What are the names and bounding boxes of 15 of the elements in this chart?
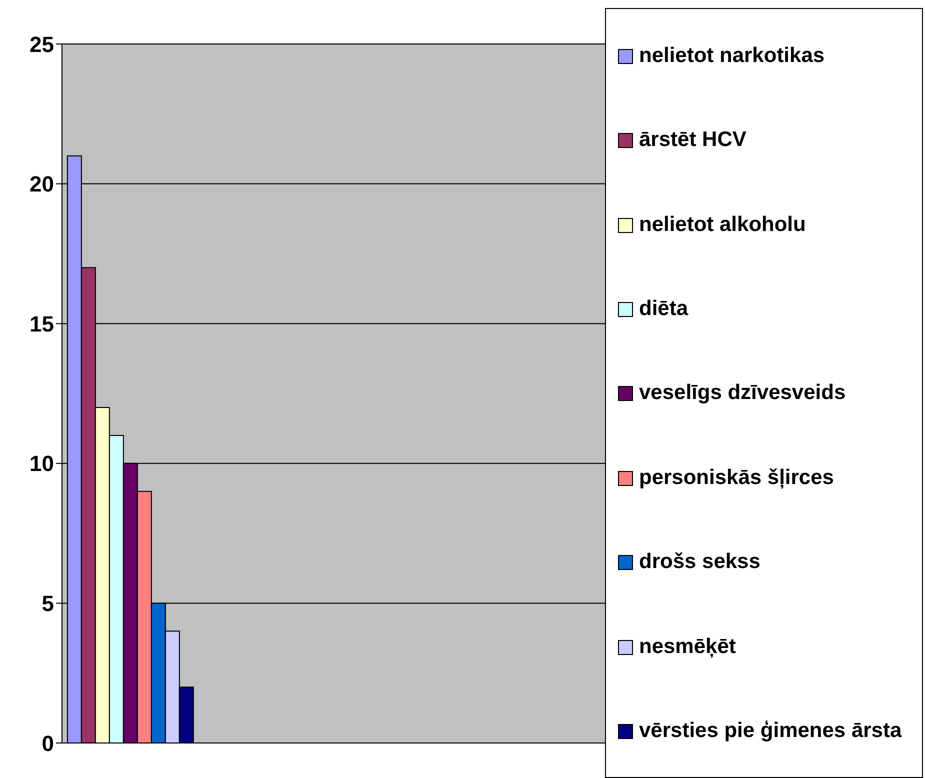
y-tick-label: 0: [42, 730, 54, 756]
legend-label: nesmēķēt: [639, 634, 736, 659]
legend-label: nelietot alkoholu: [639, 212, 806, 237]
y-tick-label: 15: [30, 311, 54, 336]
legend-label: drošs sekss: [639, 549, 760, 574]
y-tick-label: 5: [42, 591, 54, 616]
y-tick-label: 10: [30, 451, 54, 476]
legend-label: veselīgs dzīvesveids: [639, 380, 846, 406]
legend-label: nelietot narkotikas: [639, 42, 825, 68]
legend-label: personiskās šļirces: [639, 464, 834, 490]
legend-label: diēta: [639, 296, 688, 322]
legend-label: vērsties pie ģimenes ārsta: [639, 718, 902, 744]
y-tick-label: 20: [30, 172, 54, 197]
y-tick-label: 25: [30, 32, 54, 57]
legend-label: ārstēt HCV: [639, 127, 746, 152]
